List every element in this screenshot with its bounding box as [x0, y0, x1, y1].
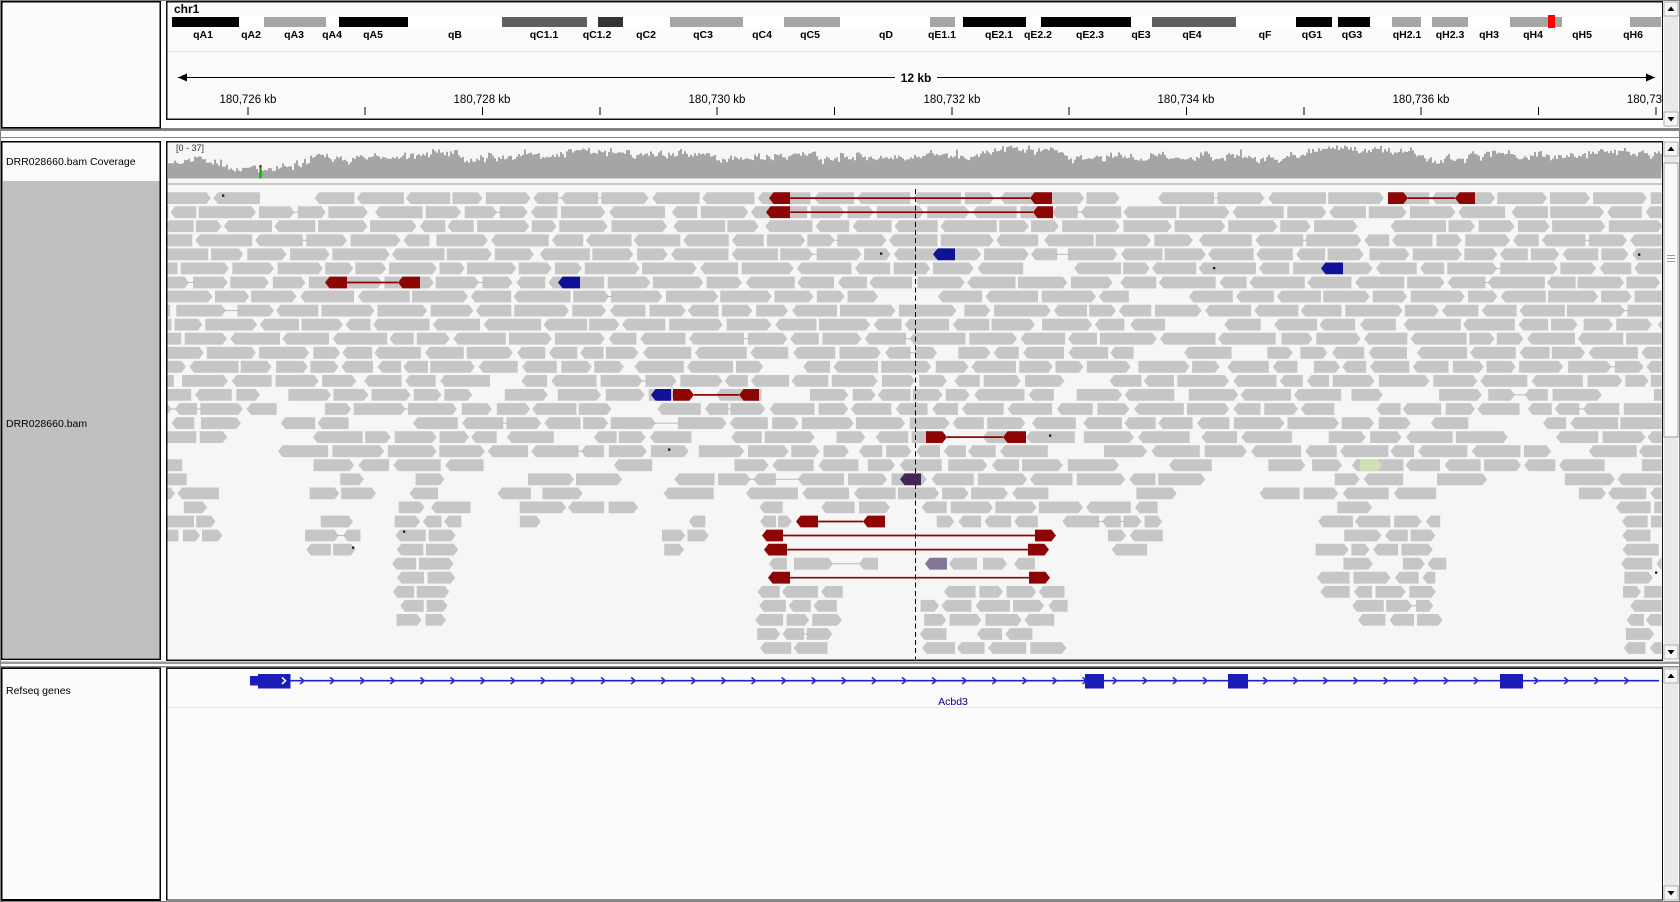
svg-text:qC4: qC4 — [752, 29, 772, 41]
svg-text:qA5: qA5 — [363, 29, 383, 41]
svg-text:qH6: qH6 — [1623, 29, 1643, 41]
svg-text:qH2.1: qH2.1 — [1393, 29, 1422, 41]
svg-text:qA4: qA4 — [322, 29, 342, 41]
svg-text:12 kb: 12 kb — [901, 71, 932, 85]
svg-text:180,73: 180,73 — [1627, 94, 1662, 106]
svg-text:qE4: qE4 — [1182, 29, 1201, 41]
svg-text:qE1.1: qE1.1 — [928, 29, 956, 41]
svg-text:180,736 kb: 180,736 kb — [1393, 94, 1450, 106]
svg-text:qD: qD — [879, 29, 893, 41]
svg-text:qG1: qG1 — [1302, 29, 1323, 41]
svg-text:qB: qB — [448, 29, 462, 41]
svg-text:180,730 kb: 180,730 kb — [689, 94, 746, 106]
svg-text:qA2: qA2 — [241, 29, 261, 41]
svg-text:qF: qF — [1259, 29, 1272, 41]
svg-text:180,726 kb: 180,726 kb — [220, 94, 277, 106]
svg-text:chr1: chr1 — [174, 2, 200, 16]
svg-text:qE2.1: qE2.1 — [985, 29, 1013, 41]
svg-text:qE3: qE3 — [1131, 29, 1150, 41]
svg-text:Acbd3: Acbd3 — [938, 696, 968, 708]
svg-text:Refseq genes: Refseq genes — [6, 685, 71, 697]
svg-text:DRR028660.bam Coverage: DRR028660.bam Coverage — [6, 156, 136, 168]
svg-text:qC5: qC5 — [800, 29, 820, 41]
svg-text:qA1: qA1 — [193, 29, 213, 41]
svg-text:qH4: qH4 — [1523, 29, 1543, 41]
svg-text:qC2: qC2 — [636, 29, 656, 41]
svg-text:qH3: qH3 — [1479, 29, 1499, 41]
svg-text:180,732 kb: 180,732 kb — [924, 94, 981, 106]
svg-text:qA3: qA3 — [284, 29, 304, 41]
svg-text:DRR028660.bam: DRR028660.bam — [6, 418, 87, 430]
svg-text:180,728 kb: 180,728 kb — [454, 94, 511, 106]
svg-text:qE2.2: qE2.2 — [1024, 29, 1052, 41]
svg-text:qH5: qH5 — [1572, 29, 1592, 41]
svg-text:[0 - 37]: [0 - 37] — [176, 143, 204, 153]
svg-text:180,734 kb: 180,734 kb — [1158, 94, 1215, 106]
svg-text:qG3: qG3 — [1342, 29, 1363, 41]
svg-text:qC3: qC3 — [693, 29, 713, 41]
svg-text:qC1.2: qC1.2 — [583, 29, 612, 41]
svg-text:qC1.1: qC1.1 — [530, 29, 559, 41]
svg-text:qE2.3: qE2.3 — [1076, 29, 1104, 41]
svg-text:qH2.3: qH2.3 — [1436, 29, 1465, 41]
